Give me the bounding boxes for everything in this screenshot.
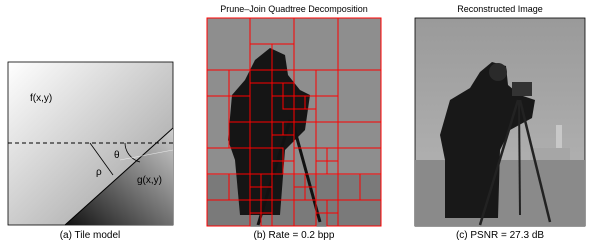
panel-title: Reconstructed Image xyxy=(457,4,543,14)
label-rho: ρ xyxy=(96,167,102,178)
camera xyxy=(512,82,532,96)
caption: (c) PSNR = 27.3 dB xyxy=(456,230,544,241)
label-g: g(x,y) xyxy=(137,175,162,186)
ground xyxy=(415,160,585,226)
tile-model: f(x,y) g(x,y) θ ρ (a) Tile model xyxy=(8,62,173,241)
head xyxy=(489,63,507,81)
quadtree-panel: Prune–Join Quadtree Decomposition xyxy=(207,4,381,241)
reconstructed-panel: Reconstructed Image (c) PSNR = 27.3 dB xyxy=(415,4,585,241)
tripod xyxy=(519,100,520,215)
page: {"panels": [ {"caption": "(a) Tile model… xyxy=(0,0,613,242)
figure: f(x,y) g(x,y) θ ρ (a) Tile model Prune–J… xyxy=(0,0,613,242)
label-theta: θ xyxy=(114,150,120,161)
caption: (b) Rate = 0.2 bpp xyxy=(254,230,335,241)
buildings xyxy=(530,148,570,160)
label-f: f(x,y) xyxy=(30,93,52,104)
caption: (a) Tile model xyxy=(60,230,121,241)
panel-title: Prune–Join Quadtree Decomposition xyxy=(220,4,368,14)
